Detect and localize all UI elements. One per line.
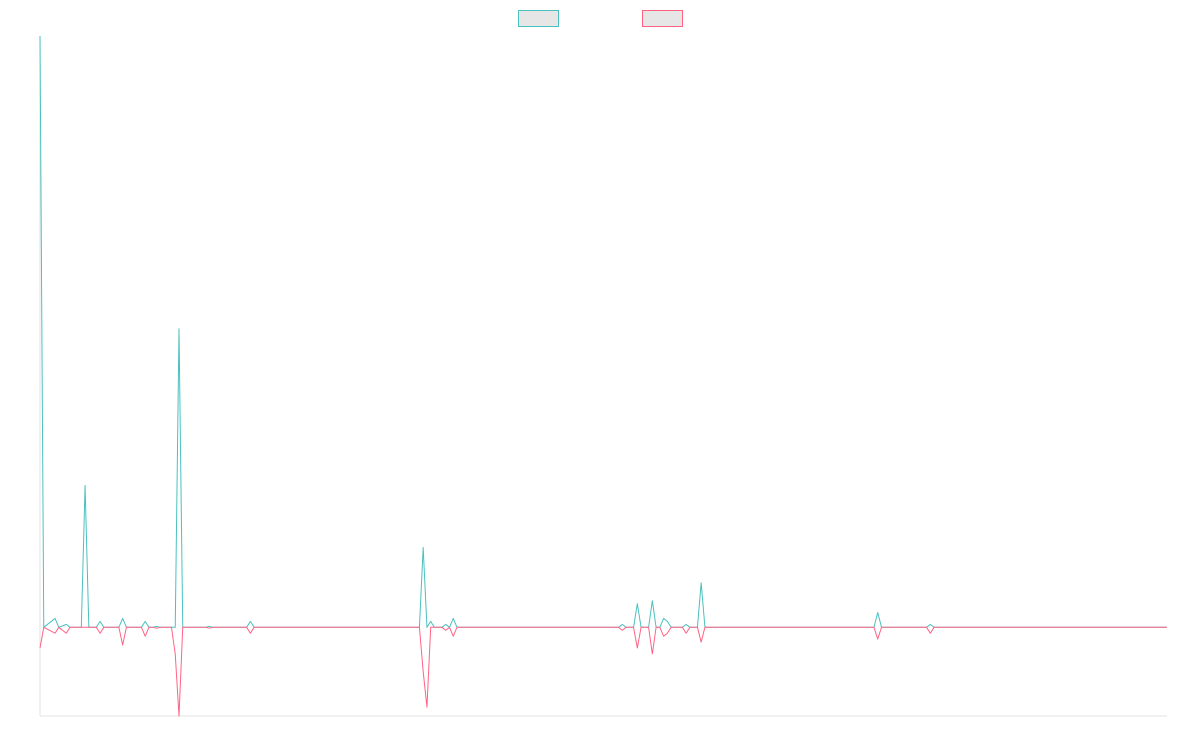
legend-swatch-2[interactable] [642, 10, 683, 27]
series-lines [39, 35, 1167, 717]
legend [518, 10, 683, 27]
axes [39, 36, 1167, 717]
legend-swatch-1[interactable] [518, 10, 559, 27]
series-line-1 [39, 35, 1167, 628]
series-line-2 [39, 626, 1167, 717]
